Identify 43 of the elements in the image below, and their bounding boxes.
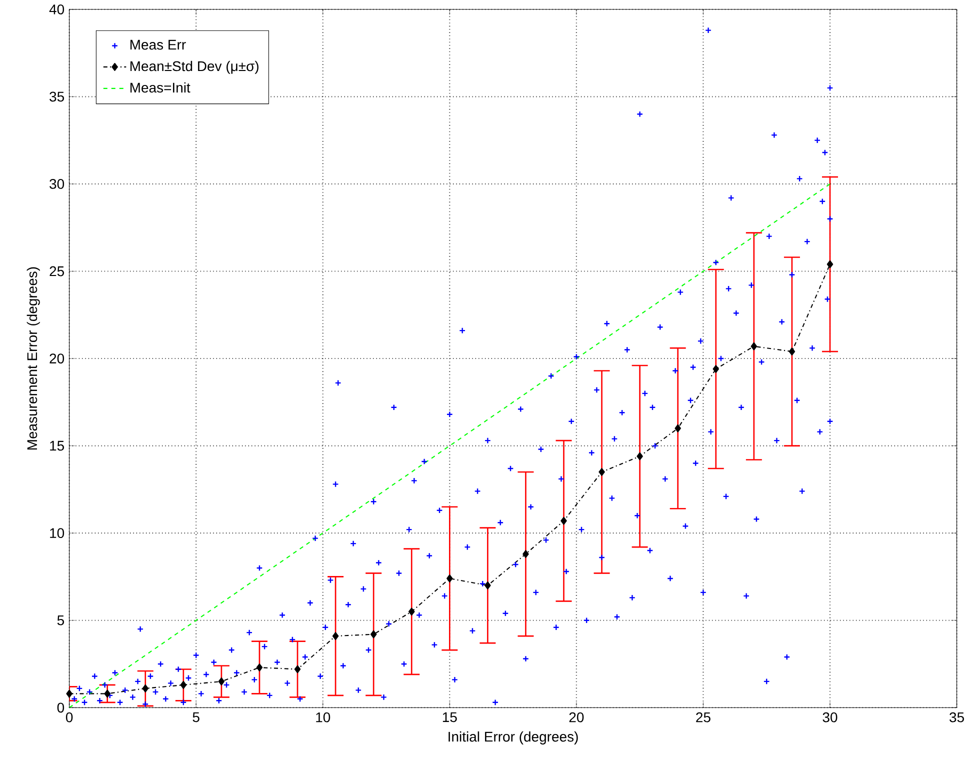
point [142, 684, 149, 692]
point [598, 468, 605, 476]
x-axis-title: Initial Error (degrees) [448, 731, 578, 744]
x-tick-label: 25 [696, 712, 710, 722]
y-tick-label: 0 [57, 702, 64, 713]
point [66, 690, 72, 698]
y-tick-label: 10 [50, 528, 64, 538]
point [826, 260, 834, 268]
point [674, 424, 681, 432]
point [294, 665, 301, 674]
point [332, 632, 339, 640]
y-tick-label: 30 [50, 179, 64, 189]
x-tick-label: 35 [950, 712, 964, 722]
point [256, 664, 263, 672]
point [522, 550, 529, 558]
y-tick-label: 25 [50, 266, 64, 276]
y-tick-label: 15 [50, 440, 64, 451]
x-tick-label: 20 [569, 712, 584, 722]
legend-label: Mean±Std Dev (μ±σ) [130, 60, 258, 74]
point [446, 574, 453, 582]
point [180, 680, 187, 689]
x-tick-label: 15 [442, 712, 457, 722]
point [104, 690, 110, 698]
y-tick-label: 35 [50, 92, 64, 102]
point [370, 630, 377, 638]
point [750, 342, 758, 350]
point [484, 581, 491, 590]
point [636, 452, 643, 460]
point [788, 348, 796, 356]
x-tick-label: 10 [316, 712, 330, 722]
y-tick-label: 40 [49, 4, 64, 14]
x-tick-label: 30 [822, 712, 838, 722]
point [560, 516, 567, 525]
legend-label: Meas Err [130, 40, 186, 50]
point [408, 608, 415, 616]
point [712, 365, 720, 374]
x-tick-label: 5 [192, 712, 200, 722]
point [218, 677, 225, 686]
x-tick-label: 0 [66, 712, 73, 722]
y-tick-label: 20 [50, 354, 64, 364]
legend-label: Meas=Init [130, 82, 190, 93]
y-tick-label: 5 [57, 616, 64, 626]
y-axis-title: Measurement Error (degrees) [26, 267, 40, 450]
